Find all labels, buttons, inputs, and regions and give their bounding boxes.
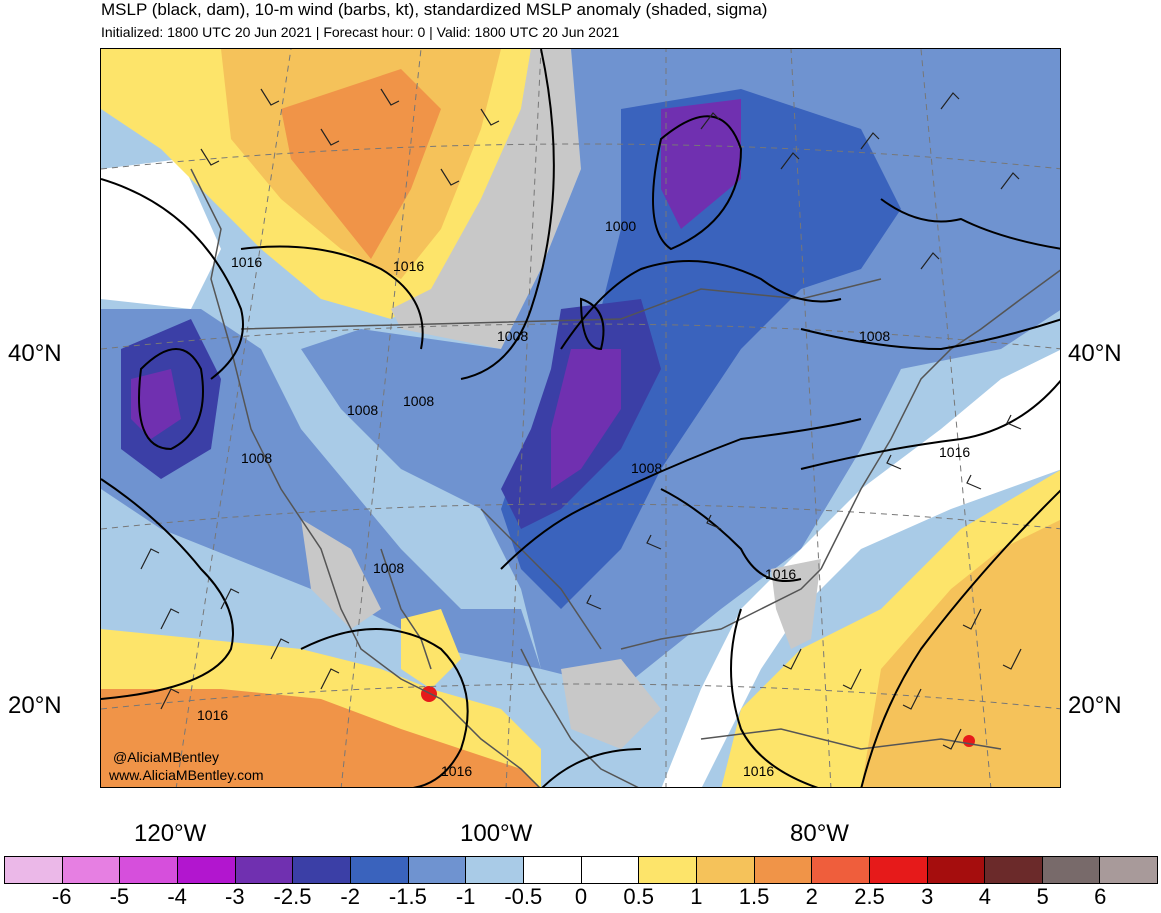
wind-barbs	[140, 88, 1022, 750]
colorbar-swatch	[177, 857, 236, 883]
colorbar-tick-label: 4	[978, 884, 992, 909]
isobar-label: 1016	[393, 258, 424, 274]
colorbar-tick-label: 6	[1094, 884, 1107, 909]
colorbar-swatch	[869, 857, 928, 883]
colorbar-tick-label: -2	[340, 884, 360, 909]
isobar-label: 1008	[403, 393, 434, 409]
colorbar-tick-label: -0.5	[504, 884, 543, 909]
colorbar-swatch	[812, 857, 870, 883]
map-subtitle: Initialized: 1800 UTC 20 Jun 2021 | Fore…	[101, 24, 620, 40]
lat-label-right: 40°N	[1068, 340, 1122, 367]
colorbar-swatch	[696, 857, 755, 883]
anomaly-region	[101, 159, 221, 309]
isobar-label: 1016	[441, 763, 472, 779]
anomaly-region	[561, 659, 661, 749]
graticule	[101, 49, 1060, 787]
lon-label: 100°W	[460, 820, 533, 847]
colorbar-swatch	[350, 857, 409, 883]
anomaly-region	[401, 609, 461, 689]
isobar-label: 1008	[497, 328, 528, 344]
credit-handle: @AliciaMBentley	[113, 749, 219, 765]
colorbar	[4, 856, 1158, 884]
anomaly-region	[551, 349, 621, 489]
colorbar-swatch	[408, 857, 467, 883]
colorbar-tick-label: 0.5	[623, 884, 654, 909]
colorbar-tick-label: -5	[109, 884, 130, 909]
colorbar-swatch	[120, 857, 178, 883]
anomaly-region	[963, 735, 975, 747]
colorbar-tick-label: 1.5	[738, 884, 770, 909]
weather-map: 1016 1016 1000 1008 1008 1008 1008 1008 …	[100, 48, 1061, 788]
anomaly-region	[661, 349, 1060, 787]
colorbar-tick-label: 3	[921, 884, 934, 909]
colorbar-swatch	[62, 857, 121, 883]
lat-label-right: 20°N	[1068, 692, 1122, 719]
isobar-label: 1016	[743, 763, 774, 779]
colorbar-swatch	[1100, 857, 1158, 883]
colorbar-tick-label: 2	[805, 884, 818, 909]
isobar-label: 1008	[241, 450, 272, 466]
colorbar-tick-label: -2.5	[273, 884, 312, 909]
colorbar-tick-label: 1	[690, 884, 703, 909]
anomaly-region	[501, 89, 901, 609]
isobar-label: 1016	[939, 444, 970, 460]
map-title: MSLP (black, dam), 10-m wind (barbs, kt)…	[101, 0, 768, 19]
colorbar-swatch	[985, 857, 1043, 883]
colorbar-swatch	[5, 857, 63, 883]
anomaly-region	[101, 689, 539, 787]
colorbar-tick-label: -6	[51, 884, 72, 909]
colorbar-swatch	[466, 857, 524, 883]
colorbar-swatch	[1042, 857, 1101, 883]
anomaly-region	[391, 49, 581, 349]
isobar-label: 1008	[859, 328, 890, 344]
colorbar-swatch	[293, 857, 351, 883]
isobar-label: 1008	[373, 560, 404, 576]
isobar-label: 1016	[765, 566, 796, 582]
isobar-label: 1008	[347, 402, 378, 418]
map-canvas: 1016 1016 1000 1008 1008 1008 1008 1008 …	[101, 49, 1060, 787]
colorbar-swatch	[235, 857, 294, 883]
anomaly-region	[661, 99, 741, 229]
colorbar-swatch	[639, 857, 697, 883]
lat-label-left: 40°N	[8, 340, 62, 367]
colorbar-tick-label: -4	[167, 884, 187, 909]
colorbar-swatch	[754, 857, 813, 883]
lat-label-left: 20°N	[8, 692, 62, 719]
colorbar-tick-label: -3	[225, 884, 245, 909]
isobar-label: 1008	[631, 460, 662, 476]
colorbar-tick-label: -1	[455, 884, 476, 909]
coastlines	[190, 168, 1060, 787]
anomaly-region	[861, 519, 1060, 787]
isobar-label: 1000	[605, 218, 636, 234]
colorbar-swatch	[581, 857, 640, 883]
anomaly-region	[131, 369, 181, 439]
colorbar-swatch	[523, 857, 582, 883]
anomaly-region	[421, 686, 437, 702]
isobar-label: 1016	[197, 707, 228, 723]
colorbar-tick-label: 5	[1036, 884, 1049, 909]
lon-label: 80°W	[790, 820, 849, 847]
lon-label: 120°W	[134, 820, 207, 847]
colorbar-tick-label: -1.5	[388, 884, 427, 909]
isobar-labels: 1016 1016 1000 1008 1008 1008 1008 1008 …	[197, 218, 970, 779]
anomaly-region	[281, 69, 441, 259]
isobar-label: 1016	[231, 254, 262, 270]
colorbar-tick-label: 2.5	[854, 884, 885, 909]
colorbar-tick-label: 0	[574, 884, 588, 909]
credit-website: www.AliciaMBentley.com	[108, 767, 264, 783]
colorbar-swatch	[927, 857, 986, 883]
